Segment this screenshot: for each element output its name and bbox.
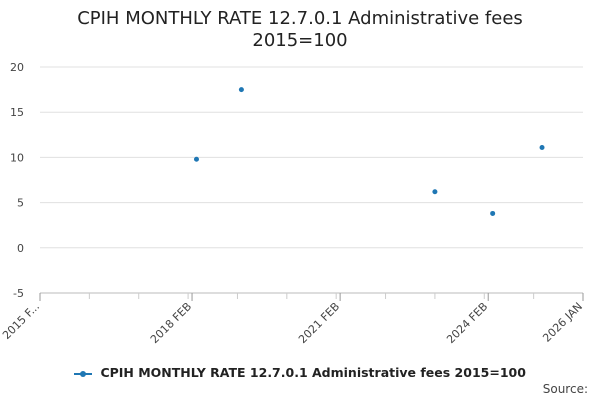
legend[interactable]: CPIH MONTHLY RATE 12.7.0.1 Administrativ… [0,365,600,380]
x-tick-label: 2024 FEB [444,300,490,346]
data-point[interactable] [490,210,496,216]
chart-title-line-2: 2015=100 [252,30,348,51]
data-point[interactable] [432,189,438,195]
data-point[interactable] [193,156,199,162]
x-tick-label: 2018 FEB [148,300,194,346]
y-tick-label: 10 [10,151,24,164]
source-label: Source: [542,382,588,396]
x-tick-label: 2021 FEB [296,300,342,346]
legend-marker-icon [74,370,93,377]
y-tick-label: 20 [10,61,24,74]
data-point[interactable] [539,144,545,150]
data-point[interactable] [238,87,244,93]
chart-title-line-1: CPIH MONTHLY RATE 12.7.0.1 Administrativ… [77,8,523,29]
y-tick-label: 5 [17,197,24,210]
chart-title: CPIH MONTHLY RATE 12.7.0.1 Administrativ… [0,8,600,52]
legend-label: CPIH MONTHLY RATE 12.7.0.1 Administrativ… [100,365,526,380]
x-tick-label: 2015 F... [0,300,42,342]
y-tick-label: 15 [10,106,24,119]
x-tick-label: 2026 JAN [540,300,585,345]
y-tick-label: 0 [17,242,24,255]
y-tick-label: -5 [13,287,24,300]
